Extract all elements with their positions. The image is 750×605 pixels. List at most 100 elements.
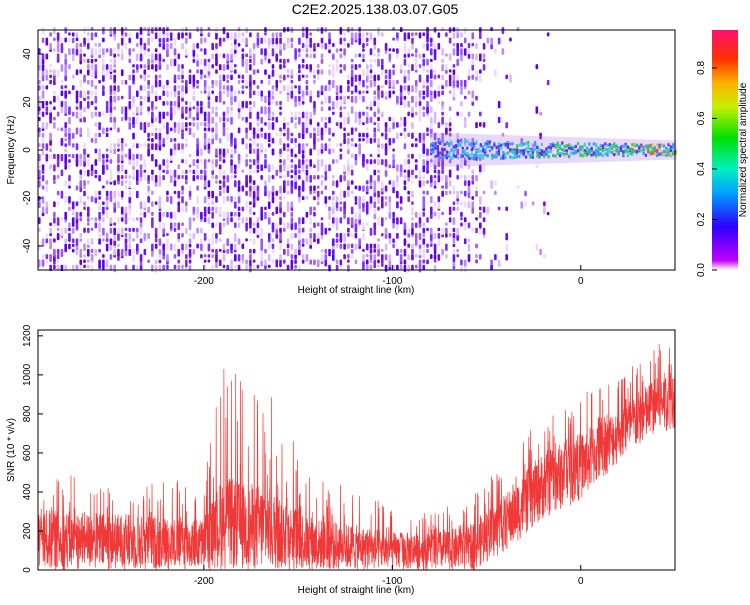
spectrogram-cell: [226, 174, 230, 183]
spectrogram-cell: [207, 85, 211, 92]
spectrogram-cell: [271, 248, 275, 254]
spectrogram-ridge-cell: [439, 151, 442, 155]
spectrogram-cell: [426, 259, 429, 265]
spectrogram-ridge-cell: [570, 144, 573, 148]
spectrogram-cell: [460, 48, 463, 55]
spectrogram-cell: [301, 101, 305, 105]
spectrogram-cell: [60, 79, 64, 84]
spectrogram-cell: [309, 111, 312, 120]
spectrogram-cell: [279, 259, 282, 268]
spectrogram-cell: [320, 85, 324, 92]
spectrogram-cell: [452, 227, 456, 233]
spectrogram-cell: [173, 90, 177, 98]
spectrogram-cell: [68, 185, 71, 189]
spectrogram-cell: [430, 227, 433, 235]
spectrogram-cell: [294, 259, 297, 264]
spectrogram-cell: [185, 48, 188, 56]
spectrogram-cell: [267, 111, 271, 120]
spectrogram-cell: [139, 53, 143, 62]
spectrogram-cell: [320, 148, 324, 154]
spectrogram-cell: [286, 85, 290, 94]
spectrogram-cell: [271, 222, 275, 230]
spectrogram-cell: [271, 64, 275, 69]
spectrogram-cell: [362, 196, 365, 204]
spectrogram-cell: [87, 259, 90, 263]
spectrogram-cell: [230, 153, 233, 159]
spectrogram-cell: [414, 85, 418, 93]
spectrogram-cell: [102, 254, 105, 258]
colorbar-tick-label: 0.0: [696, 263, 707, 277]
spectrogram-cell: [328, 69, 331, 76]
spectrogram-cell: [414, 159, 418, 163]
spectrogram-cell: [211, 85, 214, 89]
spectrogram-ridge-cell: [577, 142, 580, 146]
spectrogram-cell: [94, 190, 98, 198]
spectrogram-cell: [441, 174, 444, 182]
spectrogram-ridge-cell: [454, 154, 458, 158]
spectrogram-cell: [290, 233, 294, 240]
spectrogram-cell: [509, 74, 512, 83]
spectrogram-ridge-cell: [601, 146, 605, 150]
spectrogram-cell: [200, 254, 203, 259]
spectrogram-cell: [381, 58, 384, 65]
spectrogram-cell: [335, 233, 339, 238]
spectrogram-cell: [452, 69, 456, 75]
spectrogram-cell: [403, 222, 407, 230]
spectrogram-cell: [264, 153, 267, 159]
spectrogram-cell: [396, 132, 399, 140]
spectrogram-ridge-cell: [477, 155, 480, 159]
spectrogram-cell: [403, 159, 407, 166]
spectrogram-cell: [185, 116, 188, 121]
spectrogram-cell: [414, 79, 418, 87]
spectrogram-cell: [117, 164, 120, 172]
spectrogram-cell: [41, 238, 45, 246]
spectrogram-ridge-cell: [601, 154, 605, 158]
spectrogram-ridge-halo: [574, 137, 577, 163]
spectrogram-cell: [403, 264, 407, 273]
spectrogram-ridge-cell: [617, 151, 620, 155]
spectrogram-cell: [448, 69, 452, 73]
spectrogram-ridge-cell: [604, 152, 607, 156]
spectrogram-cell: [283, 248, 286, 255]
spectrogram-cell: [467, 254, 471, 263]
spectrogram-cell: [335, 143, 339, 147]
spectrogram-cell: [437, 227, 441, 232]
spectrogram-cell: [203, 164, 207, 170]
spectrogram-ridge-halo: [588, 137, 591, 163]
spectrogram-cell: [109, 127, 113, 131]
spectrogram-cell: [136, 106, 139, 114]
spectrogram-ridge-cell: [457, 139, 460, 143]
spectrogram-cell: [490, 27, 493, 32]
spectrogram-cell: [241, 101, 245, 108]
spectrogram-cell: [132, 64, 135, 68]
spectrogram-cell: [275, 169, 279, 176]
spectrogram-cell: [151, 122, 154, 128]
spectrogram-ridge-cell: [454, 148, 458, 152]
spectrogram-cell: [222, 37, 226, 42]
spectrogram-cell: [105, 153, 109, 159]
spectrogram-cell: [49, 101, 52, 105]
spectrogram-cell: [441, 90, 444, 96]
spectrogram-cell: [109, 101, 113, 107]
spectrogram-cell: [203, 74, 207, 79]
spectrogram-cell: [452, 206, 456, 211]
spectrogram-ridge-halo: [656, 139, 659, 161]
spectrogram-ridge-cell: [522, 149, 525, 153]
spectrogram-cell: [305, 79, 309, 85]
spectrogram-cell: [350, 153, 354, 158]
spectrogram-cell: [234, 164, 237, 170]
spectrogram-cell: [128, 116, 132, 122]
spectrogram-cell: [124, 169, 128, 175]
spectrogram-cell: [328, 64, 331, 68]
spectrogram-cell: [83, 58, 86, 63]
spectrogram-cell: [305, 48, 309, 53]
spectrogram-cell: [286, 122, 290, 126]
spectrogram-cell: [294, 58, 297, 62]
spectrogram-cell: [422, 159, 426, 166]
spectrogram-cell: [222, 196, 226, 204]
spectrogram-ridge-cell: [653, 150, 657, 154]
spectrogram-ridge-halo: [599, 138, 602, 162]
spectrogram-cell: [347, 138, 350, 145]
spectrogram-cell: [275, 206, 279, 215]
spectrogram-cell: [158, 211, 162, 218]
